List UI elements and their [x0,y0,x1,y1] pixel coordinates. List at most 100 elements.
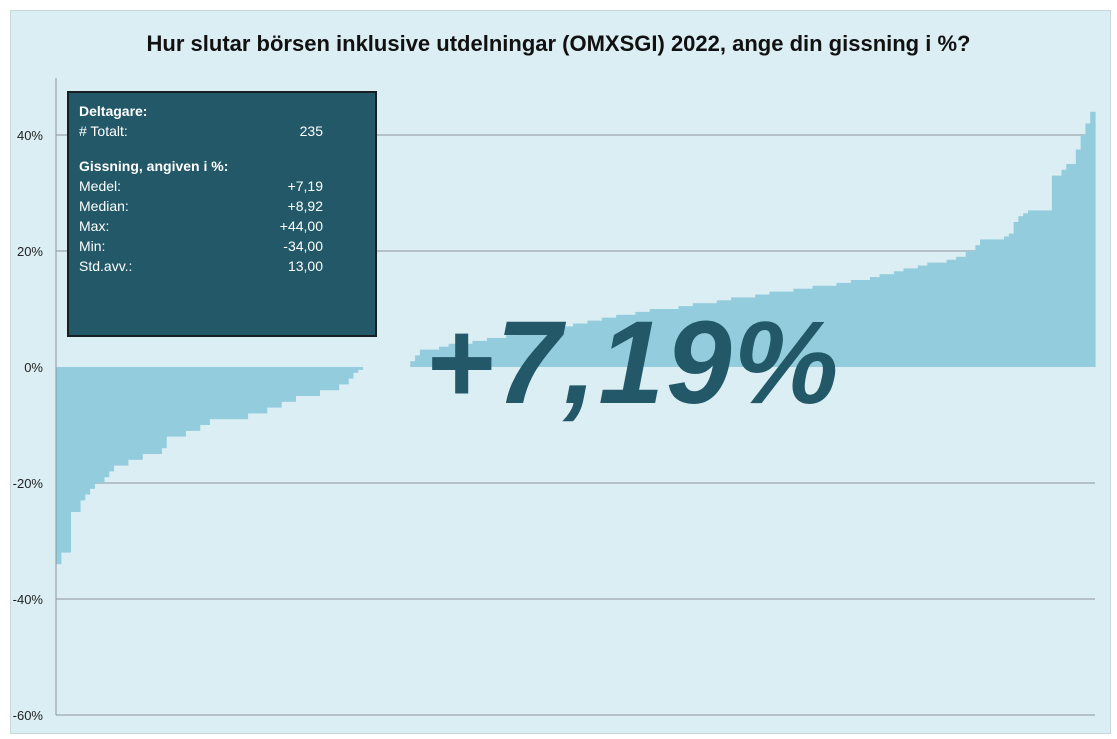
bar [496,338,502,367]
stat-value: +7,19 [287,178,323,194]
bar [783,291,790,367]
bar [812,285,818,367]
bar [477,340,483,367]
bar [774,291,780,367]
bar [826,285,833,367]
bar [620,314,627,367]
bar [893,271,900,367]
bar [424,349,431,367]
stat-row-stddev: Std.avv.: 13,00 [79,256,365,276]
bar [194,367,201,431]
bar [1018,216,1024,367]
bar [324,367,330,391]
bar [314,367,320,396]
bar [1075,149,1082,367]
bar [156,367,162,454]
bar [252,367,258,414]
bar [960,256,967,367]
bar [659,309,665,367]
bar [79,367,86,501]
bar [553,326,560,367]
bar [616,314,622,367]
bar [688,306,694,367]
bar [630,314,636,367]
bar [218,367,225,420]
stat-value: -34,00 [283,238,323,254]
bar [769,291,775,367]
bar [802,288,809,367]
stat-row-mean: Medel: +7,19 [79,176,365,196]
bar [917,265,924,367]
bar [276,367,282,408]
bar [1004,236,1010,367]
bar [108,367,115,472]
bar [889,274,895,367]
bar [951,259,957,367]
bar [860,280,866,367]
bar [290,367,296,402]
bar [70,367,76,512]
y-tick-label: -40% [13,592,44,607]
bar [525,332,531,367]
stat-label: Max: [79,218,110,234]
bar [56,367,62,565]
bar [807,288,814,367]
bar [721,300,727,367]
bar [855,280,861,367]
bar [846,282,852,367]
bar [716,300,723,367]
bar [482,340,488,367]
bar [1008,233,1015,367]
bar [304,367,311,396]
guess-heading: Gissning, angiven i %: [79,158,229,174]
bar [103,367,110,478]
stats-box: Deltagare: # Totalt: 235 Gissning, angiv… [67,91,377,337]
bar [989,239,996,367]
bar [295,367,301,396]
bar [1042,210,1048,367]
bar [142,367,148,454]
bar [60,367,67,553]
bar [999,239,1005,367]
bar [592,320,598,367]
bar [338,367,344,385]
bar [242,367,249,420]
bar [534,329,541,367]
stat-row-min: Min: -34,00 [79,236,365,256]
bar [745,297,751,367]
bar [664,309,670,367]
bar [932,262,938,367]
bar [956,256,962,367]
bar [778,291,785,367]
bar [510,335,517,367]
bar [357,367,364,370]
bar [348,367,354,379]
bar [879,274,885,367]
bar [429,349,435,367]
axes [55,78,1095,716]
bar [448,343,455,367]
bar [180,367,186,437]
bar [994,239,1000,367]
stat-label: Medel: [79,178,122,194]
bar [1090,111,1096,367]
bar [113,367,119,466]
bar [1023,213,1029,367]
bar [151,367,158,454]
bar [735,297,742,367]
bar [568,326,574,367]
y-tick-labels: 40% 20% 0% -20% -40% -60% [13,128,44,723]
bar [127,367,134,460]
bar [419,349,426,367]
bar [204,367,210,425]
bar [606,317,613,367]
bar [343,367,349,385]
bar [439,346,445,367]
bar [970,251,976,367]
bar [740,297,747,367]
bar [257,367,263,414]
bar [520,332,526,367]
stat-row-max: Max: +44,00 [79,216,365,236]
bar [946,259,952,367]
bar [1037,210,1043,367]
